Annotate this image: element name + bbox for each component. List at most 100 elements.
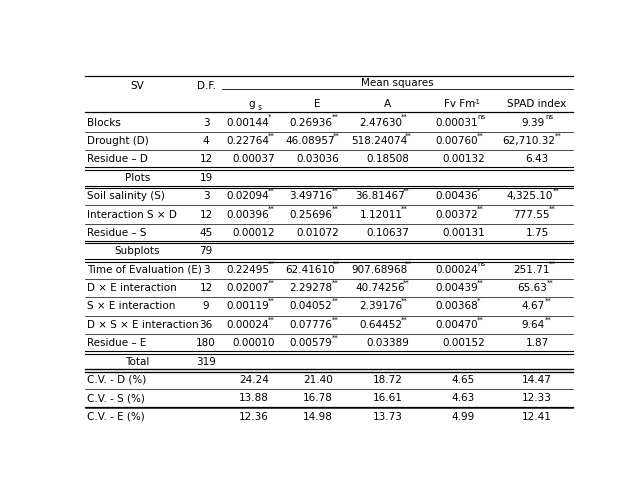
Text: **: ** (555, 132, 561, 139)
Text: 0.00131: 0.00131 (442, 228, 485, 238)
Text: 0.00119: 0.00119 (226, 301, 269, 312)
Text: 0.00368: 0.00368 (436, 301, 479, 312)
Text: 319: 319 (196, 357, 216, 367)
Text: 45: 45 (199, 228, 213, 238)
Text: *: * (268, 114, 271, 120)
Text: 1.87: 1.87 (525, 338, 549, 348)
Text: 12: 12 (199, 283, 213, 293)
Text: 0.00760: 0.00760 (436, 136, 478, 146)
Text: 36.81467: 36.81467 (355, 191, 405, 201)
Text: 4.67: 4.67 (521, 301, 545, 312)
Text: **: ** (549, 206, 556, 212)
Text: 0.03389: 0.03389 (366, 338, 409, 348)
Text: 2.47630: 2.47630 (360, 118, 403, 127)
Text: 0.00010: 0.00010 (233, 338, 275, 348)
Text: 0.10637: 0.10637 (366, 228, 409, 238)
Text: Residue – S: Residue – S (87, 228, 146, 238)
Text: 3: 3 (203, 265, 210, 275)
Text: **: ** (549, 261, 556, 267)
Text: 79: 79 (199, 246, 213, 256)
Text: **: ** (334, 132, 340, 139)
Text: Interaction S × D: Interaction S × D (87, 210, 176, 220)
Text: 62.41610: 62.41610 (286, 265, 335, 275)
Text: 24.24: 24.24 (239, 375, 269, 385)
Text: 4.99: 4.99 (452, 412, 475, 422)
Text: 907.68968: 907.68968 (351, 265, 407, 275)
Text: 3.49716: 3.49716 (289, 191, 333, 201)
Text: 13.88: 13.88 (239, 393, 269, 403)
Text: **: ** (332, 298, 338, 304)
Text: **: ** (332, 114, 338, 120)
Text: 518.24074: 518.24074 (351, 136, 407, 146)
Text: 2.29278: 2.29278 (289, 283, 333, 293)
Text: 9.64: 9.64 (521, 320, 545, 330)
Text: 18.72: 18.72 (373, 375, 403, 385)
Text: **: ** (405, 132, 412, 139)
Text: Subplots: Subplots (115, 246, 160, 256)
Text: -1: -1 (474, 98, 481, 104)
Text: SV: SV (130, 81, 144, 91)
Text: 251.71: 251.71 (513, 265, 550, 275)
Text: 0.00372: 0.00372 (436, 210, 479, 220)
Text: **: ** (403, 188, 410, 194)
Text: s: s (258, 103, 261, 112)
Text: 0.00037: 0.00037 (233, 154, 275, 164)
Text: 3: 3 (203, 191, 210, 201)
Text: C.V. - E (%): C.V. - E (%) (87, 412, 144, 422)
Text: D × E interaction: D × E interaction (87, 283, 176, 293)
Text: 180: 180 (196, 338, 216, 348)
Text: **: ** (334, 261, 340, 267)
Text: 9.39: 9.39 (521, 118, 545, 127)
Text: **: ** (401, 206, 408, 212)
Text: 0.03036: 0.03036 (296, 154, 339, 164)
Text: 6.43: 6.43 (525, 154, 549, 164)
Text: **: ** (477, 279, 484, 286)
Text: **: ** (268, 132, 274, 139)
Text: *: * (477, 188, 481, 194)
Text: S × E interaction: S × E interaction (87, 301, 175, 312)
Text: 0.00024: 0.00024 (436, 265, 478, 275)
Text: 12.33: 12.33 (522, 393, 552, 403)
Text: **: ** (477, 316, 484, 322)
Text: **: ** (547, 279, 554, 286)
Text: 19: 19 (199, 173, 213, 183)
Text: 0.04052: 0.04052 (289, 301, 332, 312)
Text: 0.00012: 0.00012 (233, 228, 275, 238)
Text: C.V. - S (%): C.V. - S (%) (87, 393, 144, 403)
Text: 0.25696: 0.25696 (289, 210, 333, 220)
Text: 12: 12 (199, 210, 213, 220)
Text: 16.61: 16.61 (373, 393, 403, 403)
Text: 9: 9 (203, 301, 210, 312)
Text: **: ** (332, 206, 338, 212)
Text: 0.00439: 0.00439 (436, 283, 479, 293)
Text: g: g (249, 99, 256, 109)
Text: 4.65: 4.65 (452, 375, 475, 385)
Text: 0.00436: 0.00436 (436, 191, 479, 201)
Text: **: ** (401, 114, 408, 120)
Text: **: ** (401, 316, 408, 322)
Text: 0.07776: 0.07776 (289, 320, 332, 330)
Text: **: ** (268, 188, 274, 194)
Text: 0.00470: 0.00470 (436, 320, 478, 330)
Text: 0.18508: 0.18508 (366, 154, 409, 164)
Text: 14.98: 14.98 (303, 412, 333, 422)
Text: 0.00144: 0.00144 (226, 118, 269, 127)
Text: **: ** (332, 188, 338, 194)
Text: **: ** (268, 261, 274, 267)
Text: 65.63: 65.63 (518, 283, 548, 293)
Text: 62,710.32: 62,710.32 (502, 136, 555, 146)
Text: D × S × E interaction: D × S × E interaction (87, 320, 199, 330)
Text: **: ** (268, 316, 274, 322)
Text: *: * (477, 298, 481, 304)
Text: ns: ns (545, 114, 553, 120)
Text: 777.55: 777.55 (513, 210, 550, 220)
Text: 2.39176: 2.39176 (359, 301, 403, 312)
Text: **: ** (545, 316, 552, 322)
Text: **: ** (332, 316, 338, 322)
Text: E: E (314, 99, 321, 109)
Text: 40.74256: 40.74256 (355, 283, 405, 293)
Text: Drought (D): Drought (D) (87, 136, 148, 146)
Text: 4: 4 (203, 136, 210, 146)
Text: 16.78: 16.78 (303, 393, 333, 403)
Text: **: ** (545, 298, 552, 304)
